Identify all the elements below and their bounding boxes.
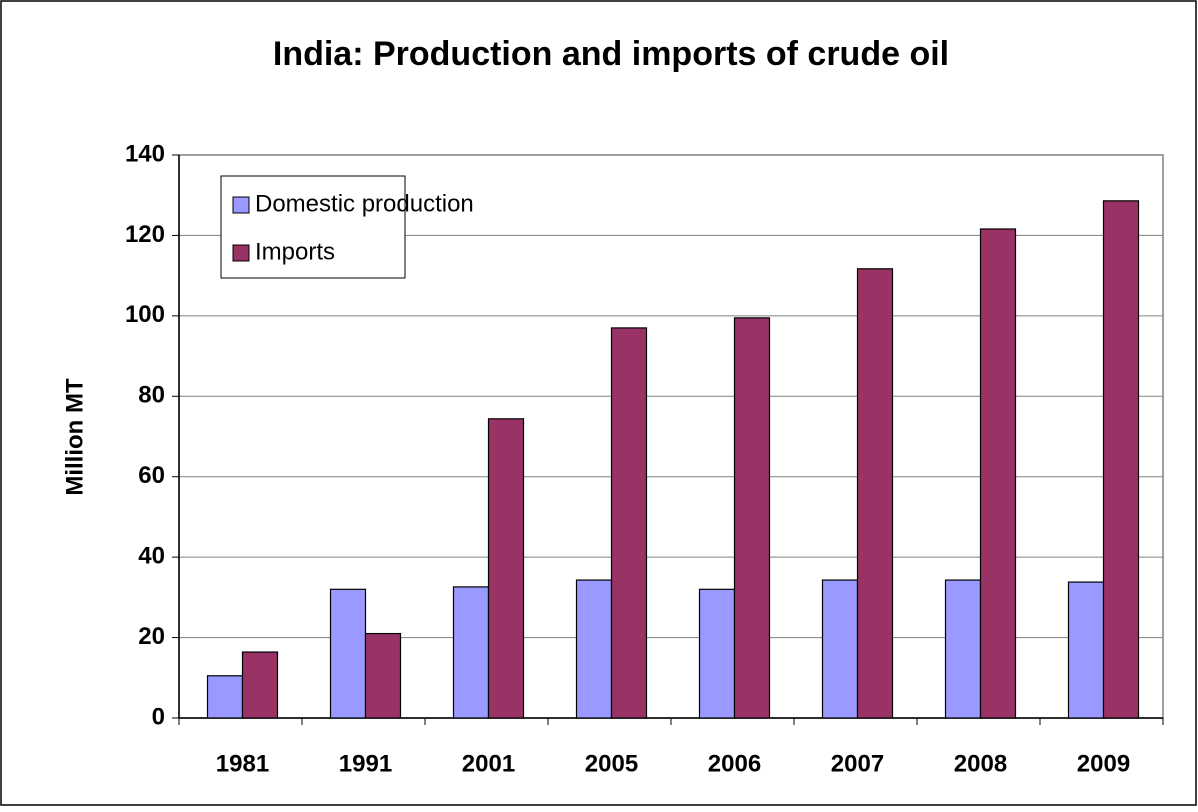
bar <box>487 418 525 719</box>
x-tick-label: 2001 <box>462 750 515 777</box>
bar <box>698 588 736 719</box>
y-tick-label: 0 <box>152 703 165 730</box>
x-tick-label: 2005 <box>585 750 638 777</box>
y-axis-label: Million MT <box>61 378 88 496</box>
x-tick-label: 2006 <box>708 750 761 777</box>
y-tick-label: 80 <box>138 382 165 409</box>
legend-swatch <box>232 196 250 214</box>
y-tick-label: 60 <box>138 462 165 489</box>
bar <box>733 317 771 719</box>
bar <box>241 651 279 719</box>
legend-label: Imports <box>255 238 335 265</box>
y-tick-label: 40 <box>138 542 165 569</box>
bar <box>1067 581 1105 719</box>
bar <box>329 588 367 719</box>
y-tick-label: 100 <box>125 301 165 328</box>
bar <box>821 579 859 719</box>
x-tick-label: 2008 <box>954 750 1007 777</box>
legend-box <box>220 175 406 279</box>
bar <box>1102 200 1140 719</box>
bar <box>452 586 490 719</box>
bar <box>856 268 894 719</box>
legend-swatch <box>232 244 250 262</box>
y-tick-label: 20 <box>138 623 165 650</box>
x-tick-label: 2009 <box>1077 750 1130 777</box>
y-tick-label: 120 <box>125 221 165 248</box>
bar <box>206 675 244 719</box>
bar <box>944 579 982 719</box>
bar <box>610 327 648 719</box>
y-tick-label: 140 <box>125 140 165 167</box>
x-tick-label: 1981 <box>216 750 269 777</box>
bar <box>979 228 1017 719</box>
x-tick-label: 1991 <box>339 750 392 777</box>
bar <box>364 632 402 719</box>
legend-label: Domestic production <box>255 190 474 217</box>
bar <box>575 579 613 719</box>
x-tick-label: 2007 <box>831 750 884 777</box>
chart-title: India: Production and imports of crude o… <box>273 35 949 73</box>
